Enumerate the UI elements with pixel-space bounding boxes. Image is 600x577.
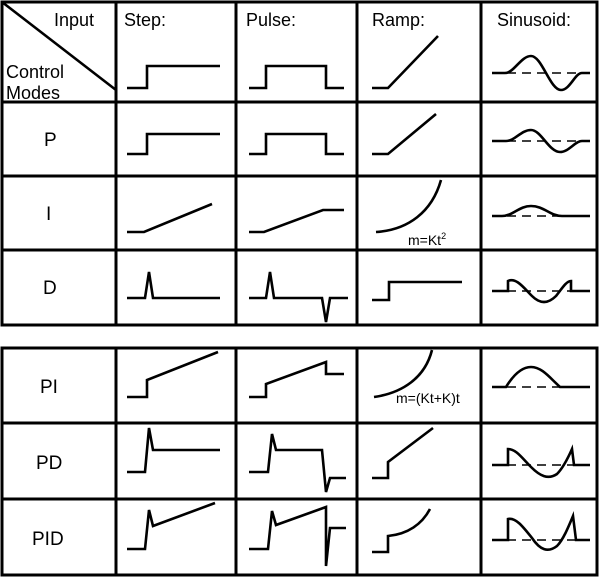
row-label-pd: PD: [36, 453, 62, 474]
pd-sinusoid-response: [492, 444, 590, 479]
pd-ramp-response: [372, 426, 434, 480]
corner-modes-label: Modes: [6, 83, 60, 103]
pi-ramp-formula: m=(Kt+K)t: [396, 390, 460, 406]
row-label-p: P: [44, 130, 57, 151]
corner-diagonal: [1, 0, 117, 92]
pi-ramp-response: [373, 349, 434, 399]
pd-pulse-response: [249, 433, 346, 493]
i-step-response: [127, 202, 213, 234]
row-label-pi: PI: [40, 377, 58, 398]
d-step-response: [127, 271, 220, 300]
p-step-response: [127, 132, 220, 156]
input-ramp-waveform: [372, 35, 439, 90]
table-top-grid: [0, 0, 599, 327]
row-label-pid: PID: [32, 529, 64, 550]
p-pulse-response: [249, 132, 344, 156]
column-header-step: Step:: [124, 10, 166, 30]
column-header-ramp: Ramp:: [372, 10, 425, 30]
input-pulse-waveform: [249, 64, 344, 90]
p-sinusoid-response: [492, 128, 590, 154]
pi-step-response: [127, 350, 219, 399]
column-header-pulse: Pulse:: [246, 10, 296, 30]
i-pulse-response: [249, 208, 344, 234]
input-step-waveform: [127, 64, 220, 90]
pid-ramp-response: [372, 508, 432, 554]
row-label-d: D: [43, 278, 57, 299]
i-ramp-response: [375, 179, 443, 234]
row-label-i: I: [46, 204, 51, 225]
pid-step-response: [127, 501, 216, 551]
pi-pulse-response: [249, 360, 344, 399]
column-header-sinusoid: Sinusoid:: [497, 10, 571, 30]
d-ramp-response: [372, 280, 462, 302]
pid-sinusoid-response: [492, 510, 590, 552]
d-sinusoid-response: [492, 278, 590, 304]
p-ramp-response: [372, 113, 437, 156]
pi-sinusoid-response: [492, 365, 590, 389]
input-sinusoid-waveform: [492, 54, 590, 92]
table-bottom-grid: [0, 346, 599, 577]
pid-pulse-response: [249, 505, 346, 567]
pd-step-response: [127, 427, 220, 474]
d-pulse-response: [249, 271, 348, 323]
i-sinusoid-response: [492, 204, 590, 218]
i-ramp-formula: m=Kt2: [408, 231, 446, 248]
corner-input-label: Input: [54, 10, 94, 30]
corner-control-label: Control: [6, 62, 64, 82]
